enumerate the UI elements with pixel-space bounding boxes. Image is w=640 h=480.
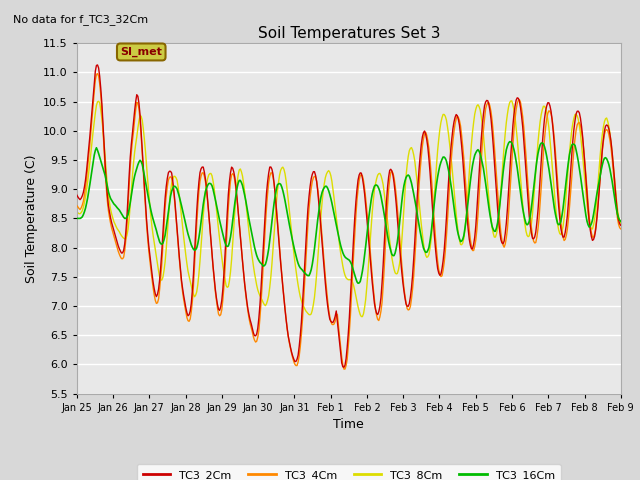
X-axis label: Time: Time <box>333 418 364 431</box>
Legend: TC3_2Cm, TC3_4Cm, TC3_8Cm, TC3_16Cm: TC3_2Cm, TC3_4Cm, TC3_8Cm, TC3_16Cm <box>137 464 561 480</box>
Y-axis label: Soil Temperature (C): Soil Temperature (C) <box>24 154 38 283</box>
Text: No data for f_TC3_32Cm: No data for f_TC3_32Cm <box>13 14 148 25</box>
Text: SI_met: SI_met <box>120 47 162 57</box>
Title: Soil Temperatures Set 3: Soil Temperatures Set 3 <box>257 25 440 41</box>
